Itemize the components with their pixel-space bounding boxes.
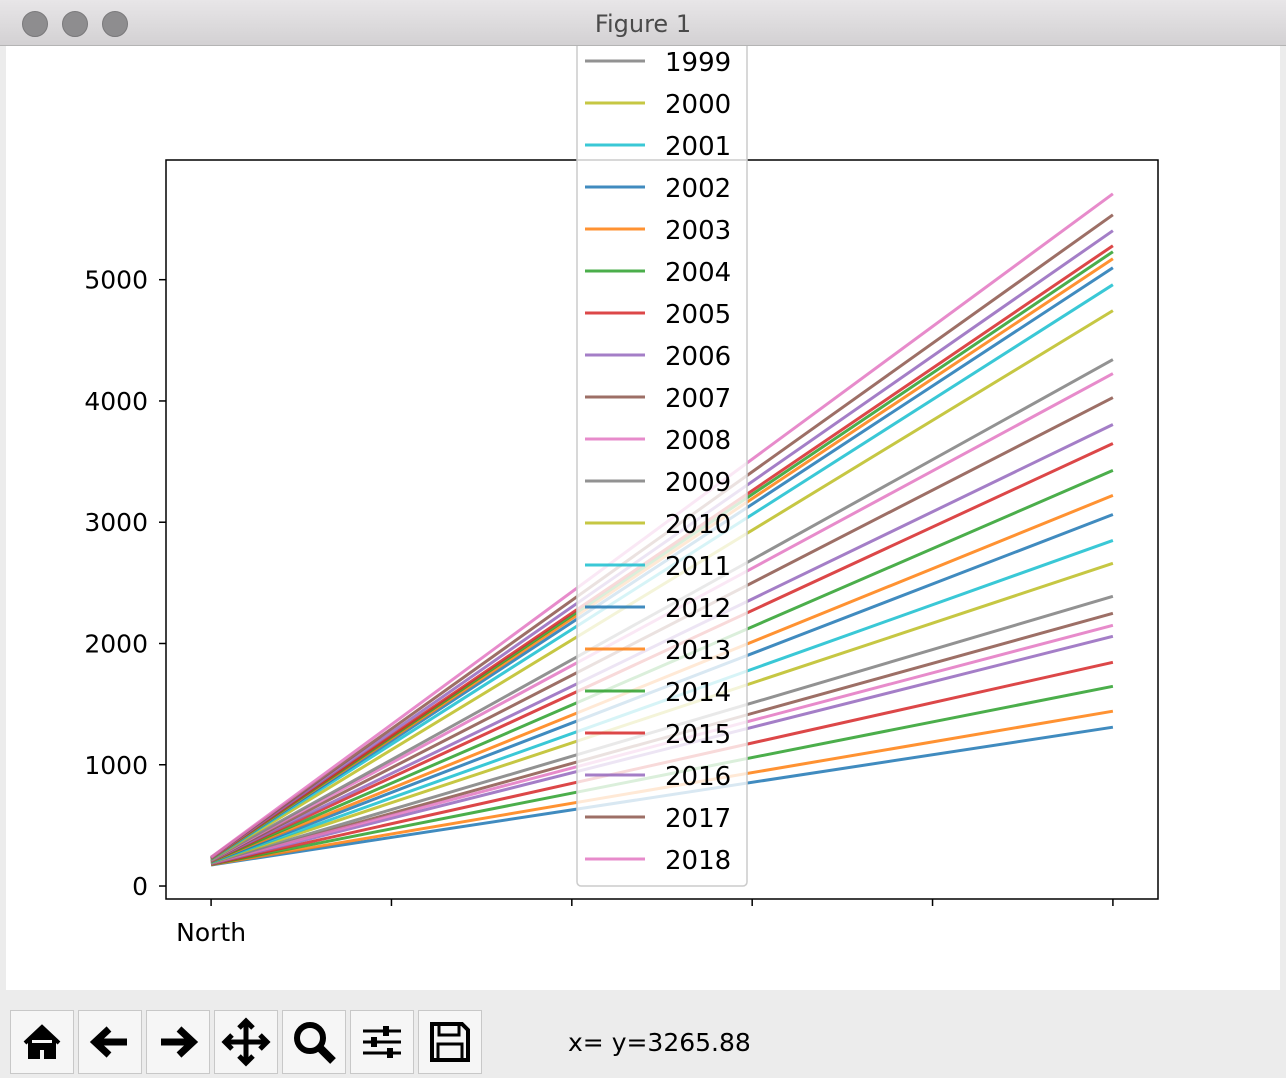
legend-label: 2005	[665, 300, 731, 330]
window-title: Figure 1	[594, 10, 692, 38]
legend-label: 1999	[665, 48, 731, 78]
y-tick-label: 0	[132, 872, 148, 901]
close-button[interactable]	[22, 11, 48, 37]
chart: 0 1000 2000 3000 4000 5000 North 1999 2000 2001 2…	[84, 20, 1159, 947]
legend-label: 2006	[665, 342, 731, 372]
y-tick-label: 1000	[84, 751, 148, 780]
back-button[interactable]	[78, 1010, 142, 1074]
legend-label: 2002	[665, 174, 731, 204]
forward-button[interactable]	[146, 1010, 210, 1074]
legend-label: 2017	[665, 804, 731, 834]
legend-label: 2009	[665, 468, 731, 498]
y-tick-label: 4000	[84, 387, 148, 416]
legend-label: 2001	[665, 132, 731, 162]
legend-label: 2008	[665, 426, 731, 456]
figure-canvas: 0 1000 2000 3000 4000 5000 North 1999 2000 2001 2…	[6, 20, 1280, 990]
legend-box	[576, 20, 748, 887]
home-button[interactable]	[10, 1010, 74, 1074]
minimize-button[interactable]	[62, 11, 88, 37]
legend-label: 2012	[665, 594, 731, 624]
title-bar: Figure 1	[0, 0, 1286, 46]
legend-label: 2000	[665, 90, 731, 120]
toolbar: x= y=3265.88	[0, 990, 1286, 1078]
legend-label: 2003	[665, 216, 731, 246]
x-tick-label: North	[176, 918, 246, 947]
zoom-tool-button[interactable]	[282, 1010, 346, 1074]
save-button[interactable]	[418, 1010, 482, 1074]
y-tick-label: 5000	[84, 266, 148, 295]
legend-label: 2015	[665, 720, 731, 750]
legend-label: 2013	[665, 636, 731, 666]
legend-label: 2004	[665, 258, 731, 288]
status-text: x= y=3265.88	[568, 1028, 751, 1057]
legend-label: 2011	[665, 552, 731, 582]
configure-button[interactable]	[350, 1010, 414, 1074]
legend-label: 2018	[665, 846, 731, 876]
legend-label: 2014	[665, 678, 731, 708]
legend-label: 2010	[665, 510, 731, 540]
y-tick-label: 2000	[84, 629, 148, 658]
legend-label: 2007	[665, 384, 731, 414]
zoom-button[interactable]	[102, 11, 128, 37]
pan-button[interactable]	[214, 1010, 278, 1074]
y-tick-label: 3000	[84, 508, 148, 537]
legend-label: 2016	[665, 762, 731, 792]
